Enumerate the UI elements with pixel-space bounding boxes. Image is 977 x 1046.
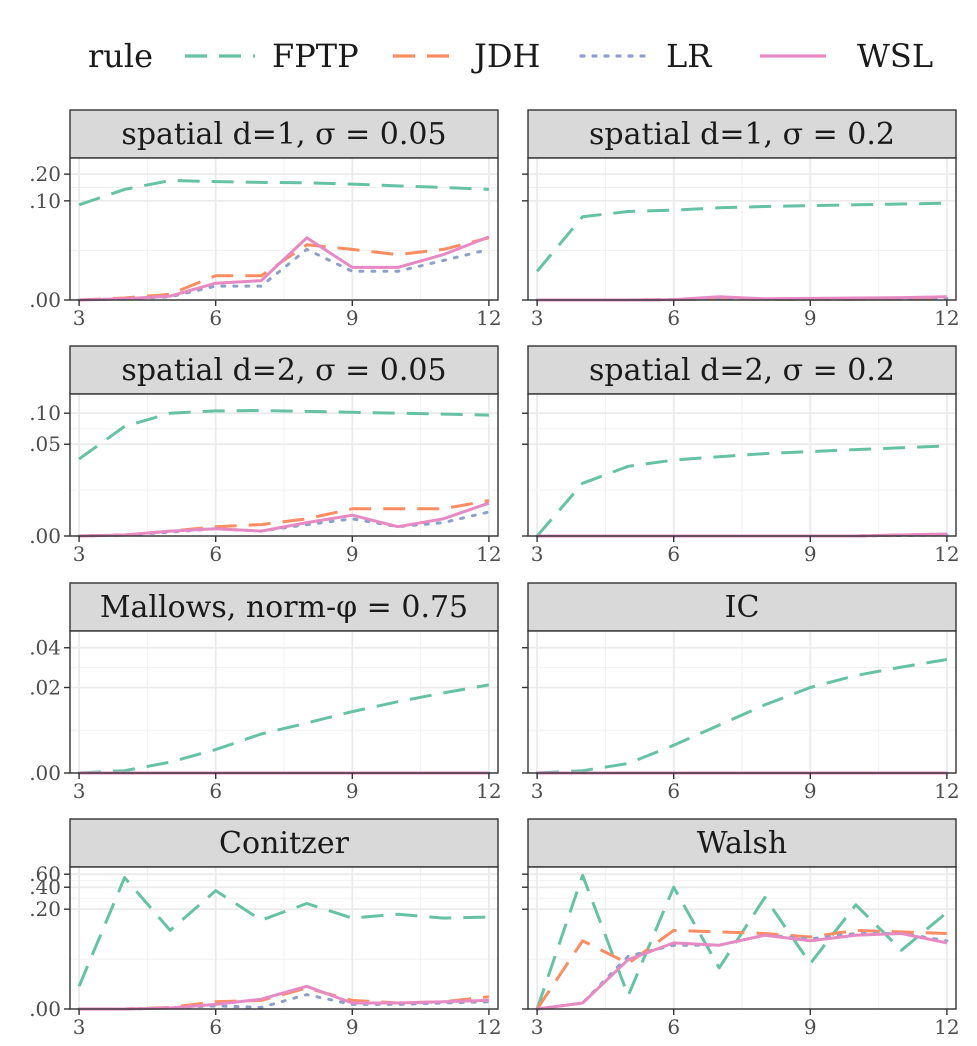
panel-border (527, 866, 957, 1010)
panel-title: Conitzer (219, 826, 350, 861)
panel-strip (69, 109, 499, 159)
x-tick-label: 3 (531, 1015, 544, 1039)
y-tick-label: .05 (29, 432, 61, 456)
legend-label-wsl: WSL (857, 37, 933, 75)
y-tick-label: .20 (29, 162, 61, 186)
x-tick-label: 9 (346, 542, 359, 566)
y-tick-label: .60 (29, 862, 61, 886)
y-tick-label: .00 (29, 997, 61, 1021)
y-tick-label: .02 (29, 675, 61, 699)
x-tick-label: 3 (73, 1015, 86, 1039)
x-tick-label: 6 (667, 779, 680, 803)
x-tick-label: 6 (209, 542, 222, 566)
y-tick-label: .40 (29, 875, 61, 899)
series-line-wsl (79, 501, 490, 538)
x-tick-label: 12 (476, 779, 501, 803)
panel-title: spatial d=1, σ = 0.2 (589, 117, 895, 152)
panel-title: Walsh (697, 826, 787, 861)
x-tick-label: 9 (804, 306, 817, 330)
y-tick-label: .00 (29, 524, 61, 548)
x-tick-label: 3 (73, 306, 86, 330)
panel-title: spatial d=2, σ = 0.2 (589, 353, 895, 388)
panel-strip (527, 818, 957, 868)
panel-ic: IC 3 6 9 12 (522, 582, 960, 803)
legend-label-fptp: FPTP (272, 37, 359, 75)
y-tick-label: .20 (29, 897, 61, 921)
legend-title: rule (88, 37, 153, 75)
series-line-wsl (79, 235, 490, 302)
x-tick-label: 6 (667, 306, 680, 330)
x-tick-label: 9 (804, 542, 817, 566)
x-tick-label: 12 (934, 306, 959, 330)
series-line-jdh (535, 928, 947, 1010)
panel-mallows-norm-0-75: Mallows, norm-φ = 0.75 3 6 9 12 .00 .02 .04 (29, 582, 502, 803)
x-tick-label: 12 (476, 1015, 501, 1039)
x-tick-label: 12 (934, 779, 959, 803)
x-tick-label: 3 (73, 542, 86, 566)
panel-border (69, 157, 499, 301)
x-tick-label: 9 (346, 1015, 359, 1039)
y-tick-label: .00 (29, 288, 61, 312)
x-tick-label: 12 (934, 1015, 959, 1039)
series-line-fptp (78, 409, 489, 461)
x-tick-label: 6 (667, 1015, 680, 1039)
x-tick-label: 12 (934, 542, 959, 566)
panel-spatial-d-2-0-2: spatial d=2, σ = 0.2 3 6 9 12 (522, 345, 960, 566)
x-tick-label: 6 (209, 779, 222, 803)
panel-title: spatial d=2, σ = 0.05 (121, 353, 446, 388)
panel-border (527, 630, 957, 774)
x-tick-label: 9 (346, 779, 359, 803)
series-line-lr (77, 993, 491, 1011)
panel-border (69, 630, 499, 774)
y-tick-label: .10 (29, 189, 61, 213)
series-line-fptp (77, 876, 489, 987)
series-line-fptp (78, 179, 489, 207)
x-tick-label: 3 (531, 542, 544, 566)
x-tick-label: 9 (804, 779, 817, 803)
series-line-wsl (536, 932, 948, 1011)
x-tick-label: 6 (209, 1015, 222, 1039)
x-tick-label: 12 (476, 542, 501, 566)
panel-strip (527, 345, 957, 395)
panel-strip (527, 582, 957, 632)
legend-label-jdh: JDH (471, 37, 540, 75)
panel-border (527, 157, 957, 301)
y-tick-label: .00 (29, 761, 61, 785)
panel-border (527, 393, 957, 537)
panel-spatial-d-1-0-2: spatial d=1, σ = 0.2 3 6 9 12 (522, 109, 960, 330)
y-tick-label: .10 (29, 401, 61, 425)
panel-border (69, 866, 499, 1010)
x-tick-label: 12 (476, 306, 501, 330)
panel-spatial-d-2-0-05: spatial d=2, σ = 0.05 3 6 9 12 .00 .05 .10 (29, 345, 502, 566)
panel-title: spatial d=1, σ = 0.05 (121, 117, 446, 152)
x-tick-label: 6 (667, 542, 680, 566)
x-tick-label: 9 (804, 1015, 817, 1039)
x-tick-label: 3 (531, 306, 544, 330)
panel-title: IC (725, 590, 760, 625)
x-tick-label: 3 (73, 779, 86, 803)
panel-spatial-d-1-0-05: spatial d=1, σ = 0.05 3 6 9 12 .00 .10 .20 (29, 109, 502, 330)
series-line-lr (77, 247, 491, 302)
panel-strip (69, 818, 499, 868)
series-line-fptp (537, 658, 948, 775)
x-tick-label: 9 (346, 306, 359, 330)
y-tick-label: .04 (29, 636, 61, 660)
panel-conitzer: Conitzer 3 6 9 12 .00 .20.40.60 (29, 818, 502, 1039)
panel-title: Mallows, norm-φ = 0.75 (100, 590, 468, 625)
panel-border (69, 393, 499, 537)
panel-walsh: Walsh 3 6 9 12 (522, 818, 960, 1039)
panel-strip (527, 109, 957, 159)
x-tick-label: 3 (531, 779, 544, 803)
legend-label-lr: LR (666, 37, 712, 75)
series-line-fptp (79, 683, 490, 775)
x-tick-label: 6 (209, 306, 222, 330)
